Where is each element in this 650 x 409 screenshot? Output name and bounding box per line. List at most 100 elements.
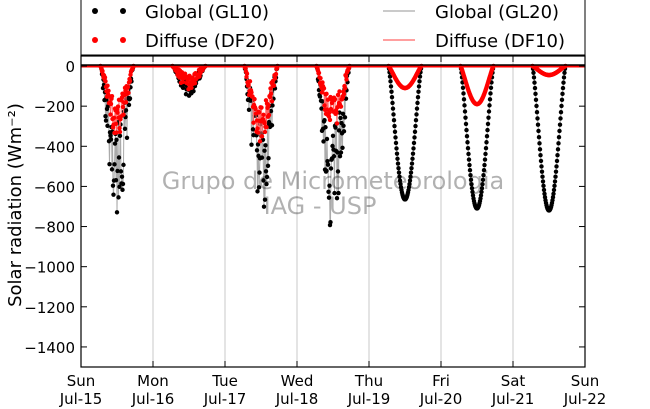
global-gl10-point [337,153,343,159]
diffuse-df20-point [125,84,131,90]
global-gl10-point [246,107,252,113]
global-gl10-point [336,190,341,196]
global-gl10-point [388,79,393,84]
x-tick-weekday: Thu [354,372,383,390]
global-gl10-point [481,172,486,178]
global-gl10-point [551,187,557,193]
diffuse-df20-point [272,76,278,81]
global-gl10-point [108,137,114,142]
global-gl10-point [554,158,560,164]
global-gl10-point [254,148,260,153]
global-gl10-point [484,134,490,139]
diffuse-df20-point [335,92,341,98]
diffuse-df20-point [249,90,254,95]
global-gl10-point [342,115,348,120]
diffuse-df20-point [321,86,327,91]
global-gl10-point [391,112,396,117]
global-gl10-point [109,167,115,172]
global-gl10-point [270,103,275,108]
global-gl10-point [322,117,327,123]
global-gl10-point [537,147,543,152]
diffuse-df20-point [185,77,190,83]
global-gl10-point [468,177,474,183]
global-gl10-point [330,143,335,149]
global-gl10-point [552,183,557,189]
diffuse-df20-point [334,110,339,115]
diffuse-df20-point [255,126,260,131]
global-gl10-point [532,85,538,91]
global-gl10-point [461,91,466,96]
global-gl10-point [103,114,108,119]
diffuse-df20-point [338,104,344,109]
global-gl10-point [324,168,329,174]
x-axis: SunJul-15MonJul-16TueJul-17WedJul-18ThuJ… [59,56,606,408]
global-gl10-point [388,84,394,89]
global-gl10-point [319,106,324,111]
global-gl10-point [465,140,470,145]
diffuse-df20-point [264,124,269,130]
global-gl10-point [481,168,487,173]
global-gl10-point [191,88,196,94]
global-gl10-point [112,162,117,167]
global-gl10-point [469,186,475,191]
global-gl10-point [114,137,119,142]
diffuse-df20-point [273,71,279,77]
x-tick-weekday: Wed [281,372,314,390]
diffuse-df20-point [320,80,325,85]
global-gl10-point [460,85,466,91]
global-gl10-point [486,115,491,120]
global-gl10-point [479,189,484,195]
global-gl10-point [396,166,401,171]
global-gl10-point [389,95,395,100]
global-gl10-point [531,70,536,76]
global-gl10-point [482,157,488,162]
legend: Global (GL10) Diffuse (DF20) Global (GL20)… [80,0,586,56]
global-gl10-point [414,106,420,111]
global-gl10-point [259,155,265,160]
diffuse-df20-point [103,79,108,84]
diffuse-df20-point [246,82,251,88]
global-gl10-point [533,91,538,97]
global-gl10-point [467,162,472,168]
global-gl10-point [115,168,120,174]
global-gl10-point [562,70,567,76]
diffuse-df20-point [337,89,342,94]
global-gl10-point [538,153,543,158]
global-gl10-point [539,169,545,174]
global-gl10-point [486,109,492,114]
global-gl10-point [269,123,275,128]
diffuse-df20-point [271,83,277,88]
diffuse-df20-point [262,120,267,126]
y-tick-label: −200 [34,98,75,116]
global-gl10-point [397,178,403,183]
global-gl10-point [409,161,415,166]
diffuse-df20-point [324,91,329,97]
global-gl10-point [417,79,422,84]
global-gl10-point [389,89,394,94]
global-gl10-point [462,103,467,108]
diffuse-df20-point [108,112,113,117]
diffuse-df20-point [114,130,119,135]
diffuse-df20-point [111,115,117,120]
diffuse-df20-point [334,121,340,126]
global-gl10-point [396,170,402,175]
diffuse-df20-point [253,106,258,111]
plot-frame [80,55,586,368]
global-gl10-point [461,97,467,102]
legend-label: Diffuse (DF20) [145,31,275,52]
grid-layer [152,56,514,367]
global-gl10-point [327,183,332,188]
diffuse-df20-point [113,121,119,127]
global-gl10-point [341,129,347,134]
watermark-line-2: IAG - USP [264,192,377,220]
x-tick-date: Jul-16 [131,390,175,408]
diffuse-df20-point [252,96,257,102]
global-gl10-point [110,183,116,188]
global-gl10-point [111,192,116,197]
x-tick-weekday: Mon [137,372,169,390]
global-gl10-point [469,181,474,187]
diffuse-df20-point [324,107,330,112]
diffuse-df20-point [121,112,126,117]
global-gl10-point [557,122,563,127]
diffuse-df20-point [247,79,253,84]
